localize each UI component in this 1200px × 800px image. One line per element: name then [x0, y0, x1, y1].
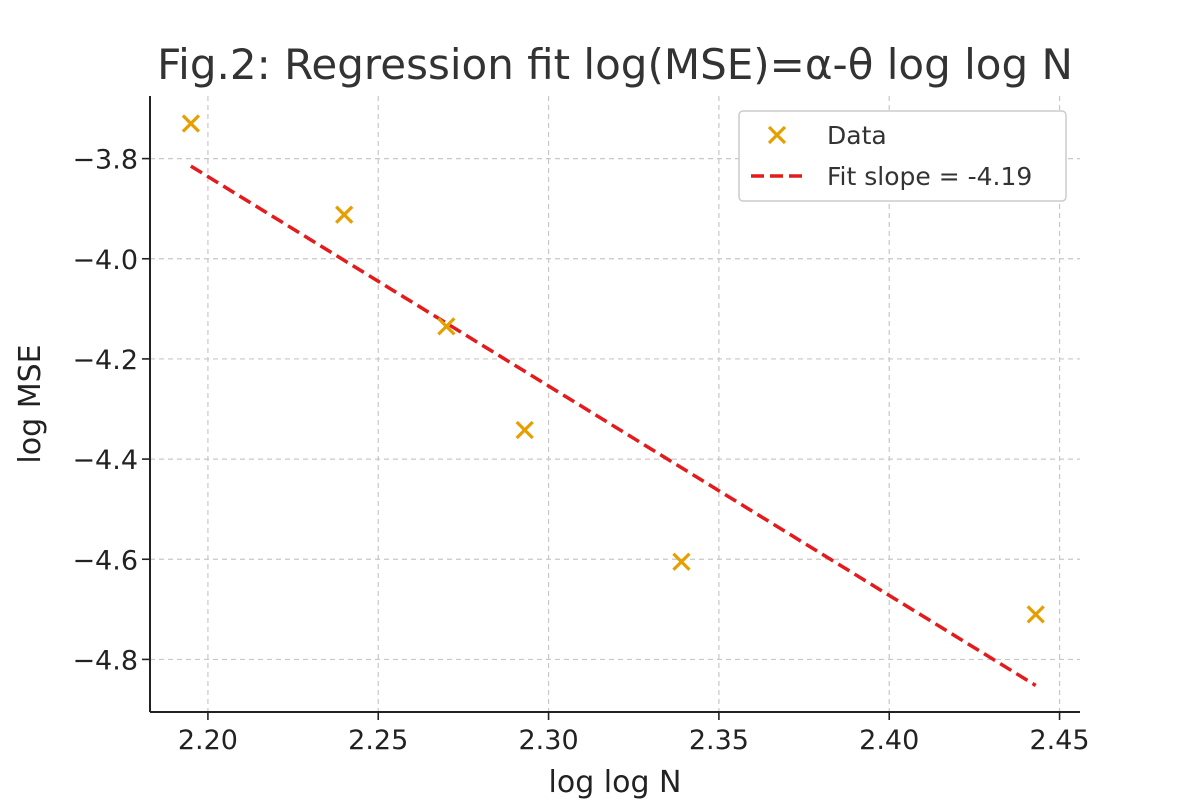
y-tick-label: −4.4 — [72, 445, 138, 476]
x-ticks: 2.20 2.25 2.30 2.35 2.40 2.45 — [178, 712, 1090, 756]
legend-label: Data — [827, 121, 887, 150]
y-tick-label: −4.0 — [72, 245, 138, 276]
x-axis-label: log log N — [549, 765, 682, 800]
legend-label: Fit slope = -4.19 — [827, 162, 1032, 191]
x-tick-label: 2.40 — [859, 725, 919, 756]
data-point — [1026, 605, 1045, 624]
data-point — [437, 317, 456, 336]
y-tick-label: −4.8 — [72, 645, 138, 676]
legend-box — [738, 110, 1067, 202]
x-tick-label: 2.30 — [519, 725, 579, 756]
x-tick-label: 2.20 — [178, 725, 238, 756]
fit-line — [189, 164, 1037, 687]
series-layer — [181, 114, 1045, 687]
data-point — [181, 114, 201, 133]
data-point — [335, 205, 354, 224]
y-ticks: −3.8 −4.0 −4.2 −4.4 −4.6 −4.8 — [72, 145, 150, 676]
legend-marker-data — [767, 125, 787, 145]
data-point — [672, 552, 691, 571]
y-axis-label: log MSE — [13, 344, 48, 463]
chart-title: Fig.2: Regression fit log(MSE)=α-θ log l… — [157, 40, 1073, 89]
legend: Data Fit slope = -4.19 — [738, 110, 1067, 202]
y-tick-label: −4.2 — [72, 345, 138, 376]
y-tick-label: −3.8 — [72, 145, 138, 176]
x-tick-label: 2.45 — [1029, 725, 1089, 756]
x-tick-label: 2.35 — [689, 725, 749, 756]
y-tick-label: −4.6 — [72, 545, 138, 576]
data-point — [515, 420, 534, 440]
x-tick-label: 2.25 — [348, 725, 408, 756]
